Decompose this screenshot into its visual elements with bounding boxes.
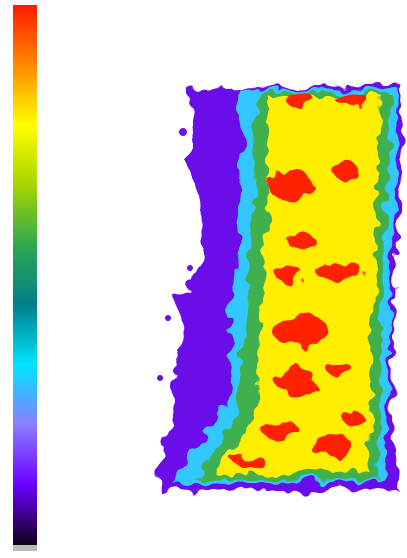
- yellow-core: [215, 96, 382, 474]
- colorbar-edge: [13, 545, 37, 551]
- colorbar: [13, 5, 37, 545]
- hot-spots: [234, 91, 366, 468]
- heatmap: [157, 84, 403, 492]
- fragments: [157, 128, 212, 381]
